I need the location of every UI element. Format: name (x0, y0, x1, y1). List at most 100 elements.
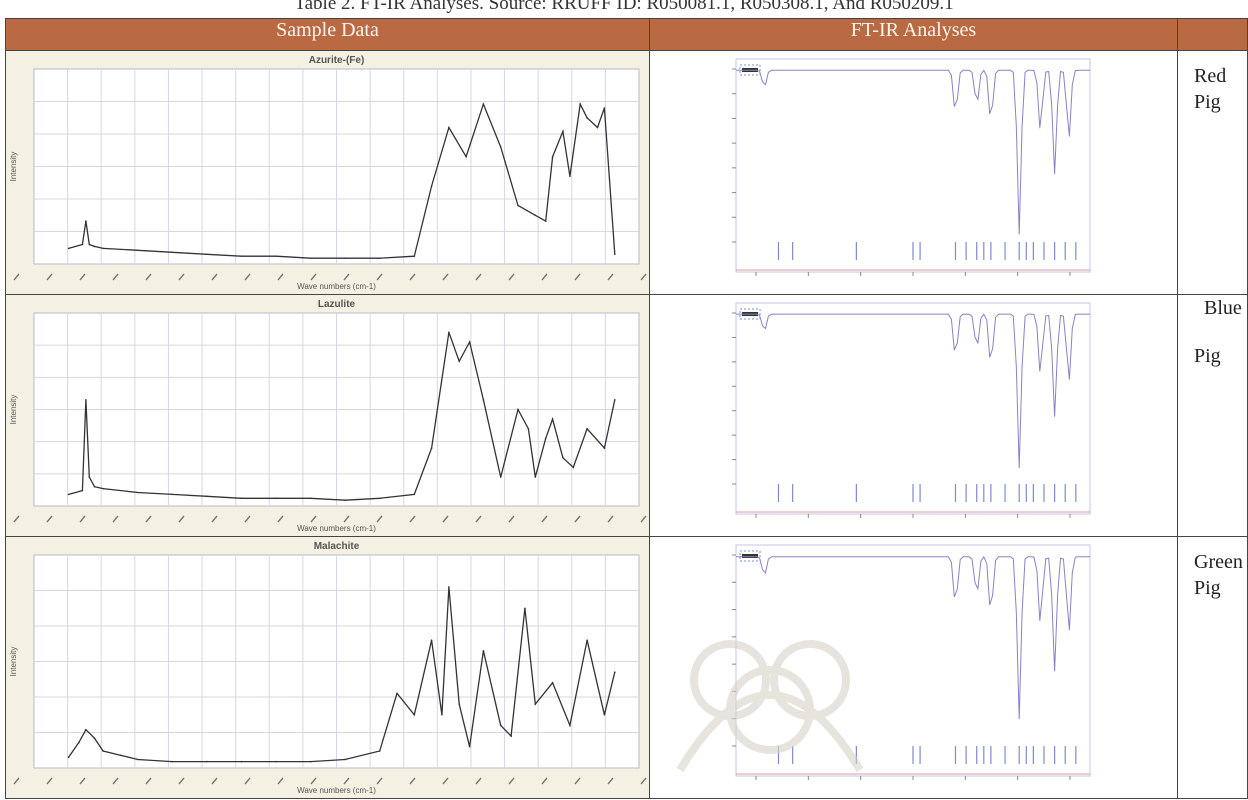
data-point (309, 760, 312, 763)
pigment-label-line2: Pig (1194, 577, 1221, 599)
data-point (430, 185, 433, 187)
data-point (93, 485, 96, 488)
data-point (67, 756, 70, 759)
x-tick (79, 273, 86, 281)
x-tick (640, 515, 647, 523)
data-point (510, 735, 512, 737)
data-point (586, 639, 588, 641)
ftir-frame (735, 58, 1091, 273)
x-tick (574, 515, 581, 523)
data-point (102, 750, 104, 752)
x-axis-label: Wave numbers (cm-1) (297, 524, 376, 533)
x-tick (277, 777, 284, 785)
sample-chart-1: Azurite-(Fe) Intensity Wave numbers (cm-1) (6, 51, 649, 294)
data-point (551, 682, 554, 684)
x-tick (79, 777, 86, 785)
data-point (413, 493, 416, 496)
ftir-frame (735, 544, 1091, 777)
data-point (534, 214, 537, 217)
data-point (88, 476, 91, 478)
data-point (572, 466, 575, 469)
data-point (614, 399, 616, 401)
data-point (603, 107, 606, 109)
x-tick (244, 273, 251, 281)
data-point (603, 713, 606, 716)
x-tick (475, 777, 482, 785)
data-point (448, 126, 450, 129)
pigment-cell-2: Blue Pig (1177, 294, 1248, 537)
data-point (85, 399, 87, 401)
data-point (275, 497, 277, 500)
pigment-cell-1: Red Pig (1177, 50, 1248, 295)
data-point (551, 418, 554, 420)
data-point (136, 491, 139, 494)
data-point (85, 220, 87, 222)
data-point (534, 703, 537, 705)
ftir-cell-2 (649, 294, 1178, 537)
data-point (579, 103, 582, 105)
x-tick (178, 777, 185, 785)
sample-cell-3: Malachite Intensity Wave numbers (cm-1) (5, 536, 650, 799)
ftir-trace (736, 555, 1090, 720)
data-point (206, 760, 208, 763)
data-point (413, 713, 416, 716)
data-point (171, 760, 174, 763)
data-point (275, 760, 277, 763)
x-tick (409, 273, 416, 281)
data-point (206, 253, 208, 256)
x-tick (211, 777, 218, 785)
data-point (441, 713, 443, 716)
header-blank (1177, 18, 1248, 51)
data-point (344, 499, 346, 502)
data-point (78, 741, 80, 744)
pigment-label-line2: Pig (1194, 345, 1221, 367)
table-row: Azurite-(Fe) Intensity Wave numbers (cm-1)… (5, 50, 1248, 295)
sample-chart-3: Malachite Intensity Wave numbers (cm-1) (6, 537, 649, 798)
x-tick (46, 515, 53, 523)
data-point (430, 639, 433, 641)
x-tick (46, 777, 53, 785)
data-point (614, 253, 616, 256)
header-ftir-analyses: FT-IR Analyses (649, 18, 1178, 51)
x-tick (409, 777, 416, 785)
x-tick (343, 777, 350, 785)
data-point (206, 495, 208, 498)
data-point (93, 737, 96, 739)
data-point (81, 489, 84, 492)
data-point (614, 671, 616, 673)
x-tick (46, 273, 53, 281)
data-point (240, 760, 243, 763)
data-point (586, 428, 588, 430)
x-axis-label: Wave numbers (cm-1) (297, 786, 376, 795)
y-axis-label: Intensity (9, 647, 18, 677)
x-tick (574, 273, 581, 281)
data-point (551, 155, 554, 158)
data-point (544, 437, 547, 440)
data-point (482, 399, 485, 401)
legend-box (739, 64, 761, 76)
data-point (544, 220, 547, 222)
data-point (569, 175, 571, 178)
data-point (413, 255, 416, 257)
x-tick (376, 273, 383, 281)
data-point (499, 476, 502, 478)
chart-title: Malachite (314, 541, 360, 552)
chart-title: Lazulite (318, 299, 356, 310)
x-tick (112, 777, 119, 785)
x-tick (211, 515, 218, 523)
x-tick (145, 777, 152, 785)
x-tick (112, 273, 119, 281)
x-axis-label: Wave numbers (cm-1) (297, 282, 376, 291)
data-point (586, 116, 588, 119)
data-point (562, 130, 564, 133)
ftir-spectrum-2 (732, 302, 1091, 518)
data-point (448, 586, 450, 588)
x-tick (607, 777, 614, 785)
x-tick (409, 515, 416, 523)
data-point (240, 497, 243, 500)
data-point (344, 758, 346, 761)
x-tick (607, 515, 614, 523)
x-tick (442, 515, 449, 523)
data-point (482, 650, 485, 652)
data-point (136, 249, 139, 252)
